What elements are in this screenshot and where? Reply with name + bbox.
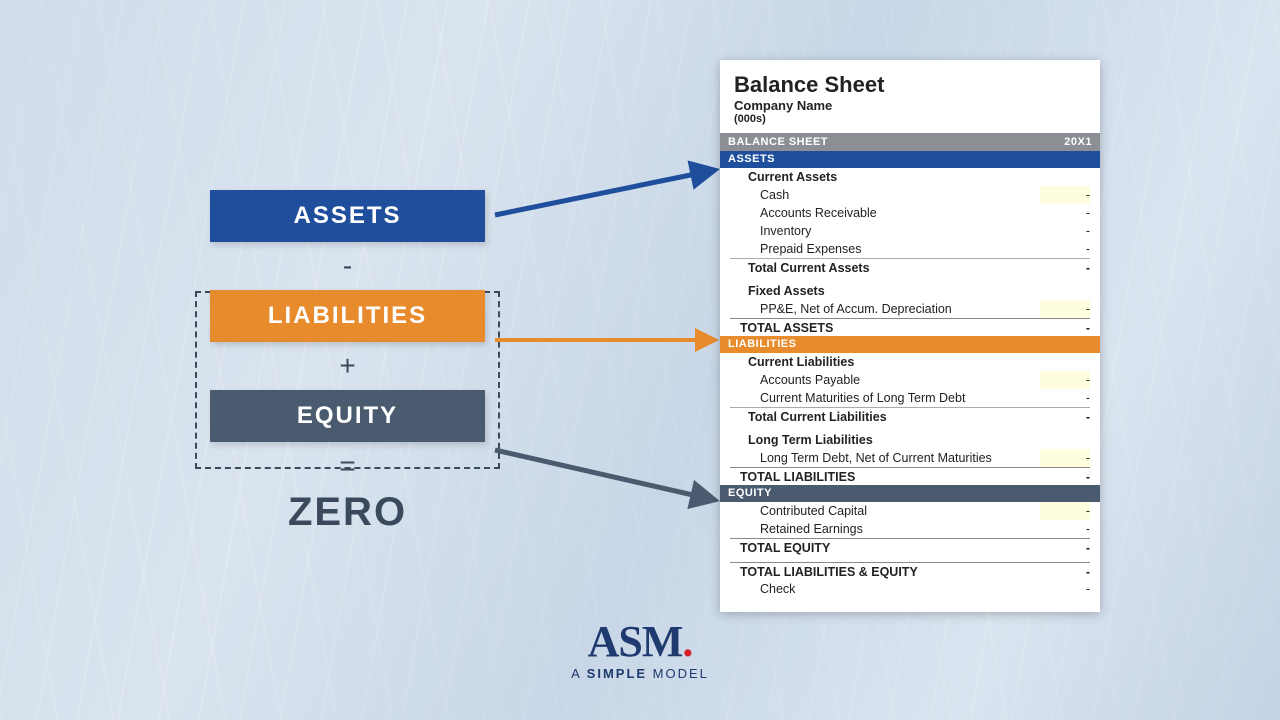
total-assets-label: TOTAL ASSETS	[730, 318, 1040, 336]
line-item-value: -	[1040, 204, 1090, 222]
equity-items: Contributed Capital-Retained Earnings-	[720, 502, 1100, 538]
logo-tag-pre: A	[571, 666, 587, 681]
line-item: Retained Earnings-	[720, 520, 1100, 538]
sheet-header-bar: BALANCE SHEET 20X1	[720, 133, 1100, 151]
total-liab-equity-value: -	[1040, 562, 1090, 580]
total-liab-equity-label: TOTAL LIABILITIES & EQUITY	[730, 562, 1040, 580]
line-item-label: Prepaid Expenses	[730, 240, 1040, 258]
line-item: Accounts Receivable-	[720, 204, 1100, 222]
line-item-label: Cash	[730, 186, 1040, 204]
line-item-value: -	[1040, 520, 1090, 538]
long-term-liabilities-items: Long Term Debt, Net of Current Maturitie…	[720, 449, 1100, 467]
line-item-label: Retained Earnings	[730, 520, 1040, 538]
line-item: PP&E, Net of Accum. Depreciation-	[720, 300, 1100, 318]
total-equity-value: -	[1040, 538, 1090, 556]
logo-tag-bold: SIMPLE	[587, 666, 647, 681]
current-assets-items: Cash-Accounts Receivable-Inventory-Prepa…	[720, 186, 1100, 258]
line-item-value: -	[1040, 449, 1090, 467]
sheet-header-left: BALANCE SHEET	[728, 133, 828, 151]
current-liabilities-heading: Current Liabilities	[730, 353, 1090, 371]
total-equity-label: TOTAL EQUITY	[730, 538, 1040, 556]
sheet-title: Balance Sheet	[720, 70, 1100, 98]
arrow-equity-line	[495, 450, 715, 500]
line-item-value: -	[1040, 222, 1090, 240]
logo-tag-post: MODEL	[647, 666, 709, 681]
logo-dot-icon: .	[682, 617, 692, 666]
assets-section-bar: ASSETS	[720, 151, 1100, 168]
line-item: Contributed Capital-	[720, 502, 1100, 520]
fixed-assets-heading: Fixed Assets	[730, 282, 1090, 300]
line-item: Accounts Payable-	[720, 371, 1100, 389]
line-item-value: -	[1040, 389, 1090, 407]
line-item-value: -	[1040, 300, 1090, 318]
line-item-label: PP&E, Net of Accum. Depreciation	[730, 300, 1040, 318]
line-item-label: Inventory	[730, 222, 1040, 240]
current-assets-heading: Current Assets	[730, 168, 1090, 186]
total-assets-value: -	[1040, 318, 1090, 336]
line-item-value: -	[1040, 240, 1090, 258]
asm-logo: ASM. A SIMPLE MODEL	[540, 620, 740, 681]
sheet-header-right: 20X1	[1064, 133, 1092, 151]
line-item: Long Term Debt, Net of Current Maturitie…	[720, 449, 1100, 467]
liabilities-section-bar: LIABILITIES	[720, 336, 1100, 353]
line-item-label: Current Maturities of Long Term Debt	[730, 389, 1040, 407]
sheet-company: Company Name	[720, 98, 1100, 113]
arrow-assets-line	[495, 170, 715, 215]
line-item-value: -	[1040, 371, 1090, 389]
total-liabilities-value: -	[1040, 467, 1090, 485]
line-item-label: Long Term Debt, Net of Current Maturitie…	[730, 449, 1040, 467]
total-liabilities-label: TOTAL LIABILITIES	[730, 467, 1040, 485]
total-current-assets-label: Total Current Assets	[730, 258, 1040, 276]
sheet-units: (000s)	[720, 113, 1100, 133]
line-item-value: -	[1040, 502, 1090, 520]
line-item: Prepaid Expenses-	[720, 240, 1100, 258]
line-item-label: Accounts Receivable	[730, 204, 1040, 222]
line-item-value: -	[1040, 186, 1090, 204]
logo-text: ASM	[588, 617, 683, 666]
fixed-assets-items: PP&E, Net of Accum. Depreciation-	[720, 300, 1100, 318]
line-item-label: Contributed Capital	[730, 502, 1040, 520]
line-item: Inventory-	[720, 222, 1100, 240]
balance-sheet-panel: Balance Sheet Company Name (000s) BALANC…	[720, 60, 1100, 612]
equity-section-bar: EQUITY	[720, 485, 1100, 502]
line-item: Cash-	[720, 186, 1100, 204]
line-item: Current Maturities of Long Term Debt-	[720, 389, 1100, 407]
total-current-liabilities-label: Total Current Liabilities	[730, 407, 1040, 425]
long-term-liabilities-heading: Long Term Liabilities	[730, 431, 1090, 449]
total-current-liabilities-value: -	[1040, 407, 1090, 425]
check-label: Check	[730, 580, 1040, 598]
line-item-label: Accounts Payable	[730, 371, 1040, 389]
total-current-assets-value: -	[1040, 258, 1090, 276]
check-value: -	[1040, 580, 1090, 598]
current-liabilities-items: Accounts Payable-Current Maturities of L…	[720, 371, 1100, 407]
